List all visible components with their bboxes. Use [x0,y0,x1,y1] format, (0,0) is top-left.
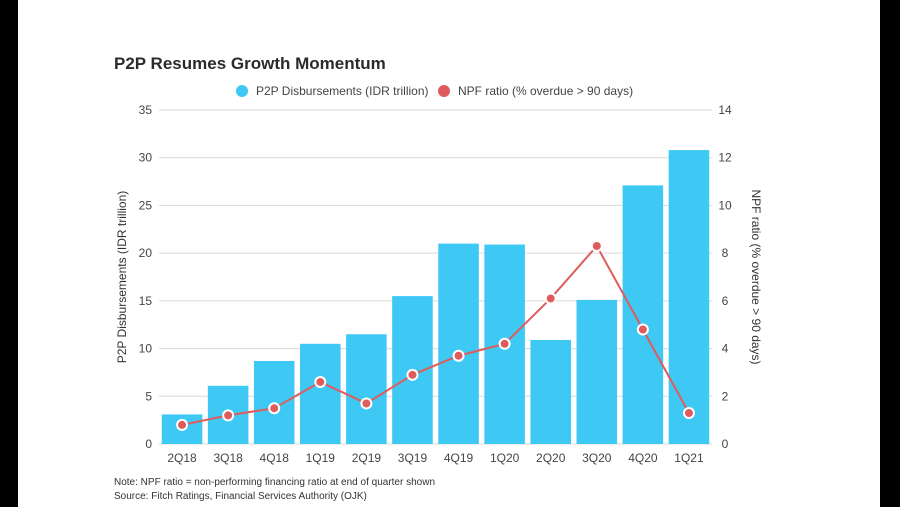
y-tick-label: 10 [139,342,153,356]
legend-label-line: NPF ratio (% overdue > 90 days) [458,84,633,98]
gridlines [159,109,712,445]
y-tick-label: 25 [139,198,153,212]
axes: 0 5 10 15 20 25 30 35 0 2 4 6 8 10 12 14 P2P Disbursemen… [115,103,763,465]
legend-marker-bars [236,85,248,97]
npf-point [222,409,235,422]
npf-point [314,375,327,388]
bar [576,299,618,444]
y-tick-label: 0 [145,437,152,451]
npf-point [636,323,649,336]
x-tick-label: 1Q21 [674,451,704,465]
x-tick-label: 4Q19 [444,451,474,465]
legend-marker-line [438,85,450,97]
y-tick-label: 15 [139,294,153,308]
legend: P2P Disbursements (IDR trillion) NPF rati… [236,84,633,98]
y-tick-label: 5 [145,389,152,403]
x-tick-label: 1Q19 [306,451,336,465]
bar [530,339,571,444]
x-tick-label: 1Q20 [490,451,520,465]
bar [300,343,341,444]
npf-point [452,349,465,362]
x-tick-label: 2Q18 [167,451,197,465]
x-tick-label: 2Q20 [536,451,566,465]
y2-tick-label: 14 [718,103,732,117]
bar [346,334,387,444]
chart-card: P2P Resumes Growth Momentum 0 5 10 15 20 25 30… [18,0,880,507]
bar [438,243,479,444]
x-tick-label: 4Q18 [260,451,290,465]
y-tick-label: 30 [139,151,153,165]
bar [668,150,710,444]
legend-label-bars: P2P Disbursements (IDR trillion) [256,84,429,98]
footnote-note: Note: NPF ratio = non-performing financi… [114,477,436,488]
chart-footnote: Note: NPF ratio = non-performing financi… [114,476,435,504]
y2-tick-label: 6 [722,294,729,308]
line-series [176,239,695,431]
y2-tick-label: 0 [722,437,729,451]
npf-point [268,402,281,415]
bar [622,185,664,445]
y-tick-label: 35 [139,103,153,117]
npf-point [590,239,603,252]
npf-line [181,244,690,426]
y-tick-label: 20 [139,246,153,260]
x-tick-label: 3Q19 [398,451,428,465]
npf-point [176,418,189,431]
x-tick-label: 2Q19 [352,451,382,465]
y2-tick-label: 4 [722,342,729,356]
x-tick-label: 3Q18 [213,451,243,465]
x-tick-label: 3Q20 [582,451,612,465]
chart-title: P2P Resumes Growth Momentum [114,54,386,73]
bar-series [161,150,710,445]
npf-point [406,368,419,381]
y2-tick-label: 2 [722,389,729,403]
y2-tick-label: 10 [718,198,732,212]
npf-point [544,292,557,305]
y2-axis-title: NPF ratio (% overdue > 90 days) [749,189,763,364]
y-axis-title: P2P Disbursements (IDR trillion) [115,191,129,364]
chart-canvas: 0 5 10 15 20 25 30 35 0 2 4 6 8 10 12 14 P2P Disbursemen… [115,84,763,465]
npf-point [360,397,373,410]
x-tick-label: 4Q20 [628,451,658,465]
footnote-source: Source: Fitch Ratings, Financial Service… [114,491,367,502]
npf-point [498,337,511,350]
y2-tick-label: 12 [718,151,732,165]
npf-point [682,406,695,419]
y2-tick-label: 8 [722,246,729,260]
